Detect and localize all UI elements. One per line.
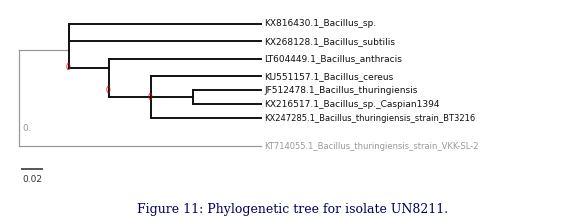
Text: JF512478.1_Bacillus_thuringiensis: JF512478.1_Bacillus_thuringiensis: [264, 86, 418, 95]
Text: Figure 11: Phylogenetic tree for isolate UN8211.: Figure 11: Phylogenetic tree for isolate…: [138, 203, 448, 216]
Text: KU551157.1_Bacillus_cereus: KU551157.1_Bacillus_cereus: [264, 72, 394, 81]
Text: 0: 0: [106, 86, 111, 95]
Text: KX247285.1_Bacillus_thuringiensis_strain_BT3216: KX247285.1_Bacillus_thuringiensis_strain…: [264, 114, 476, 123]
Text: 0: 0: [65, 63, 70, 72]
Text: 0.02: 0.02: [22, 175, 42, 184]
Text: 0: 0: [148, 93, 153, 102]
Text: KX268128.1_Bacillus_subtilis: KX268128.1_Bacillus_subtilis: [264, 37, 396, 46]
Text: KX216517.1_Bacillus_sp._Caspian1394: KX216517.1_Bacillus_sp._Caspian1394: [264, 100, 440, 109]
Text: KT714055.1_Bacillus_thuringiensis_strain_VKK-SL-2: KT714055.1_Bacillus_thuringiensis_strain…: [264, 141, 479, 151]
Text: LT604449.1_Bacillus_anthracis: LT604449.1_Bacillus_anthracis: [264, 54, 402, 63]
Text: 0.: 0.: [22, 124, 31, 133]
Text: KX816430.1_Bacillus_sp.: KX816430.1_Bacillus_sp.: [264, 19, 377, 29]
